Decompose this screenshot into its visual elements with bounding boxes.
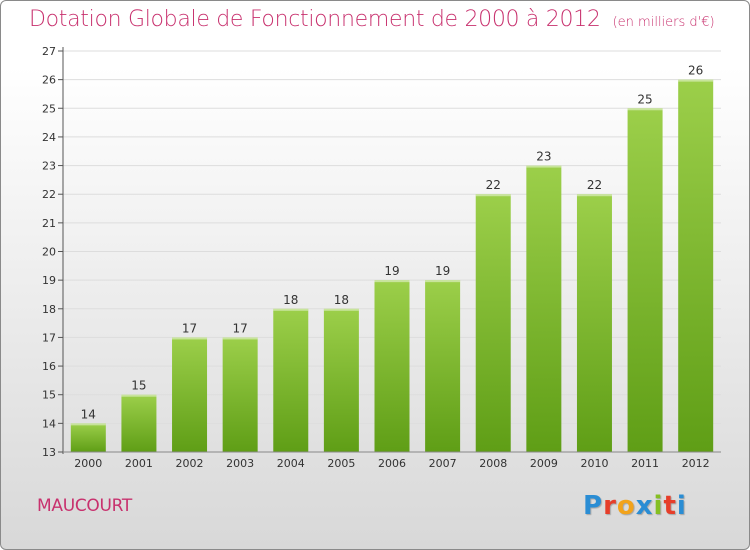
y-axis: 13 14 15 16 17 18 19 20 21 22 23 24 25 26 27 [42, 45, 64, 459]
x-tick-label: 2010 [580, 457, 608, 470]
y-tick-label: 26 [42, 74, 56, 87]
bar-2006 [374, 280, 410, 452]
x-tick-label: 2004 [277, 457, 305, 470]
y-tick-label: 27 [42, 45, 56, 58]
bar-2004 [273, 308, 309, 452]
bar-highlight [425, 280, 461, 283]
y-tick-label: 20 [42, 246, 56, 259]
bar-2003 [222, 337, 258, 452]
bars: 14 15 17 17 18 18 19 19 22 23 22 25 26 [70, 64, 714, 453]
bar-highlight [576, 194, 612, 197]
logo-letter: P [583, 491, 604, 521]
y-tick-label: 18 [42, 303, 56, 316]
y-tick-label: 16 [42, 360, 56, 373]
data-label: 18 [283, 293, 298, 307]
bar-2009 [526, 165, 562, 453]
x-tick-label: 2011 [631, 457, 659, 470]
x-tick-label: 2009 [530, 457, 558, 470]
y-tick-label: 13 [42, 446, 56, 459]
y-tick-label: 22 [42, 188, 56, 201]
data-label: 17 [233, 321, 248, 335]
bar-highlight [627, 108, 663, 111]
bar-2001 [121, 394, 157, 452]
data-label: 18 [334, 293, 349, 307]
bar-2000 [70, 423, 106, 452]
x-tick-label: 2000 [74, 457, 102, 470]
data-label: 23 [536, 150, 551, 164]
bar-2002 [172, 337, 208, 452]
bar-2005 [323, 308, 359, 452]
bar-highlight [273, 308, 309, 311]
bar-highlight [222, 337, 258, 340]
x-tick-label: 2001 [125, 457, 153, 470]
bar-highlight [475, 194, 511, 197]
x-tick-label: 2012 [682, 457, 710, 470]
title-text: Dotation Globale de Fonctionnement de 20… [29, 7, 601, 32]
logo-letter: x [635, 491, 654, 521]
data-label: 19 [384, 264, 399, 278]
unit-label: (en milliers d'€) [612, 15, 715, 30]
bar-2010 [576, 194, 612, 452]
bar-highlight [678, 79, 714, 82]
data-label: 26 [688, 64, 703, 78]
bar-2011 [627, 108, 663, 453]
x-tick-label: 2007 [429, 457, 457, 470]
y-tick-label: 14 [42, 417, 56, 430]
logo-letter: r [603, 491, 617, 521]
data-label: 14 [81, 407, 96, 421]
logo-letter: i [676, 491, 687, 521]
x-tick-label: 2008 [479, 457, 507, 470]
y-tick-label: 15 [42, 389, 56, 402]
data-label: 25 [637, 92, 652, 106]
y-tick-label: 21 [42, 217, 56, 230]
commune-name: MAUCOURT [37, 496, 132, 516]
logo-letter: i [653, 491, 664, 521]
data-label: 22 [587, 178, 602, 192]
bar-highlight [323, 308, 359, 311]
logo-letter: t [663, 491, 677, 521]
data-label: 19 [435, 264, 450, 278]
bar-2008 [475, 194, 511, 452]
y-tick-label: 24 [42, 131, 56, 144]
y-tick-label: 17 [42, 331, 56, 344]
y-tick-label: 19 [42, 274, 56, 287]
proxiti-logo: Proxiti [583, 491, 687, 521]
x-tick-label: 2005 [327, 457, 355, 470]
chart-title: Dotation Globale de Fonctionnement de 20… [29, 7, 715, 32]
data-label: 22 [486, 178, 501, 192]
bar-highlight [172, 337, 208, 340]
x-axis: 2000 2001 2002 2003 2004 2005 2006 2007 2008 2009… [63, 451, 721, 470]
bar-highlight [374, 280, 410, 283]
bar-2012 [678, 79, 714, 453]
x-tick-label: 2006 [378, 457, 406, 470]
x-tick-label: 2003 [226, 457, 254, 470]
bar-highlight [121, 394, 157, 397]
logo-letter: o [616, 491, 636, 521]
x-tick-label: 2002 [176, 457, 204, 470]
bar-highlight [70, 423, 106, 426]
y-tick-label: 23 [42, 160, 56, 173]
data-label: 17 [182, 321, 197, 335]
bar-2007 [425, 280, 461, 452]
data-label: 15 [131, 379, 146, 393]
y-tick-label: 25 [42, 102, 56, 115]
bar-highlight [526, 165, 562, 168]
